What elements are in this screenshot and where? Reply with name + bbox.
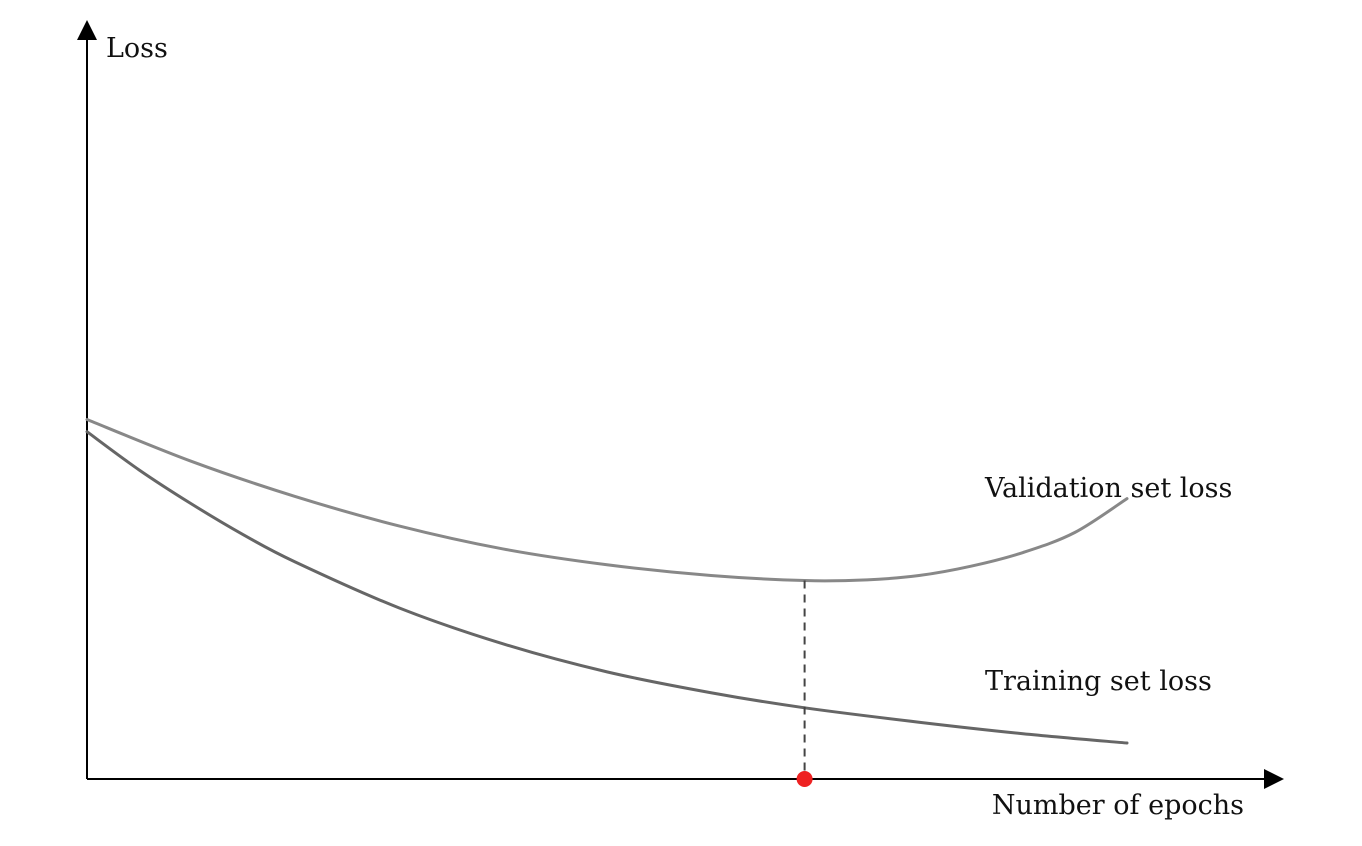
y-axis-label: Loss [106,33,168,64]
series-line-1 [85,430,1129,745]
series-label-0: Validation set loss [984,473,1232,504]
marker-layer [796,580,813,787]
series-layer [85,418,1129,745]
series-line-0 [85,418,1129,583]
x-axis-label: Number of epochs [992,790,1244,821]
series-label-layer: Validation set loss Training set loss [984,473,1232,697]
series-label-1: Training set loss [985,666,1212,697]
early-stopping-point [796,771,813,787]
